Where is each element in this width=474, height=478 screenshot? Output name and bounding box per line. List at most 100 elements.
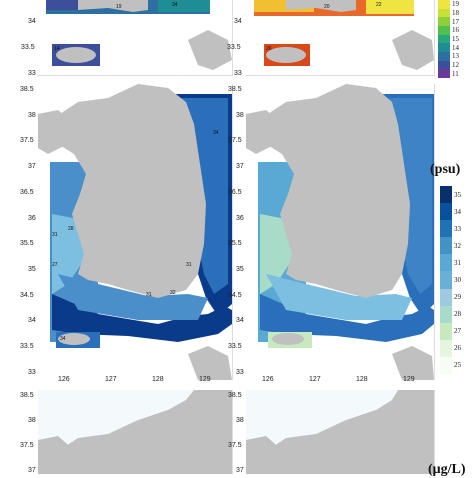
top-colorbar — [438, 0, 450, 78]
top-colorbar-swatch-8 — [438, 69, 450, 78]
top-colorbar-tick-6: 13 — [452, 52, 459, 61]
label-top-right-2: 22 — [376, 2, 382, 8]
top-colorbar-swatch-3 — [438, 26, 450, 35]
mid-left-xtick-1: 127 — [105, 376, 117, 383]
mid-left-xtick-0: 126 — [58, 376, 70, 383]
top-right-panel: 20 22 26 — [246, 0, 435, 76]
mid-left-xtick-2: 128 — [152, 376, 164, 383]
label-top-left-1: 19 — [116, 4, 122, 10]
mid-left-ytick-4: 36.5 — [20, 188, 34, 196]
mid-colorbar-tick-2: 33 — [454, 224, 461, 233]
mid-right-xtick-1: 127 — [309, 376, 321, 383]
bottom-right-map — [246, 390, 434, 474]
label-mid-left-8: 34 — [60, 336, 66, 342]
top-colorbar-ticks: 19 18 17 16 15 14 13 12 11 — [452, 0, 472, 78]
bot-left-ytick-1: 38 — [28, 417, 36, 424]
label-top-right-3: 26 — [266, 46, 272, 52]
mid-right-ytick-11: 33 — [236, 368, 244, 376]
mid-colorbar-swatch-4 — [440, 254, 452, 272]
top-colorbar-swatch-4 — [438, 34, 450, 44]
mid-left-xtick-3: 129 — [199, 376, 211, 383]
mid-left-ytick-2: 37.5 — [20, 137, 34, 145]
mid-right-ytick-6: 35.5 — [228, 240, 242, 248]
mid-left-ytick-7: 35 — [28, 265, 36, 273]
mid-colorbar-tick-6: 29 — [454, 293, 461, 302]
mid-right-ytick-3: 37 — [236, 163, 244, 171]
mid-right-ytick-5: 36 — [236, 214, 244, 222]
mid-colorbar-tick-10: 25 — [454, 361, 461, 370]
middle-left-map: 34 28 31 27 31 32 31 34 — [38, 84, 232, 380]
mid-colorbar-swatch-1 — [440, 203, 452, 221]
top-colorbar-tick-5: 14 — [452, 43, 459, 52]
mid-colorbar-swatch-9 — [440, 339, 452, 357]
bottom-left-map — [38, 390, 232, 474]
top-colorbar-swatch-0 — [438, 0, 450, 9]
ytick-top-right-2: 33 — [234, 70, 242, 77]
label-top-left-2: 34 — [172, 2, 178, 8]
label-mid-left-2: 28 — [68, 226, 74, 232]
top-colorbar-swatch-5 — [438, 43, 450, 52]
mid-colorbar-swatch-3 — [440, 237, 452, 255]
mid-left-ytick-10: 33.5 — [20, 343, 34, 350]
top-colorbar-tick-1: 18 — [452, 9, 459, 17]
psu-unit-label: (psu) — [430, 162, 461, 177]
bot-right-ytick-0: 38.5 — [228, 392, 242, 399]
mid-colorbar-tick-7: 28 — [454, 310, 461, 319]
top-colorbar-tick-2: 17 — [452, 17, 459, 26]
mid-left-ytick-0: 38.5 — [20, 86, 34, 93]
top-colorbar-tick-8: 11 — [452, 69, 459, 78]
bot-right-ytick-2: 37.5 — [228, 442, 242, 449]
bot-right-ytick-1: 38 — [236, 417, 244, 424]
mid-right-ytick-8: 34.5 — [228, 291, 242, 299]
label-mid-left-7: 31 — [186, 262, 192, 268]
top-colorbar-tick-7: 12 — [452, 61, 459, 69]
mid-left-ytick-3: 37 — [28, 163, 36, 171]
bot-left-ytick-2: 37.5 — [20, 442, 34, 449]
top-colorbar-tick-4: 15 — [452, 35, 459, 43]
mid-colorbar-tick-8: 27 — [454, 327, 461, 336]
top-colorbar-tick-0: 19 — [452, 0, 459, 9]
mid-colorbar-tick-3: 32 — [454, 241, 461, 250]
bottom-left-panel — [38, 390, 233, 474]
middle-left-panel: 34 28 31 27 31 32 31 34 — [38, 84, 233, 380]
top-colorbar-swatch-7 — [438, 60, 450, 70]
mid-colorbar-swatch-8 — [440, 322, 452, 340]
top-left-panel: 19 34 14 — [38, 0, 233, 76]
top-colorbar-tick-3: 16 — [452, 26, 459, 35]
mid-left-ytick-8: 34.5 — [20, 291, 34, 299]
bot-left-ytick-0: 38.5 — [20, 392, 34, 399]
label-mid-left-4: 27 — [52, 262, 58, 268]
mid-right-ytick-7: 35 — [236, 265, 244, 273]
mid-right-ytick-4: 36.5 — [228, 188, 242, 196]
mid-colorbar-tick-1: 34 — [454, 207, 461, 216]
mid-right-xtick-3: 129 — [403, 376, 415, 383]
middle-right-map — [246, 84, 434, 380]
middle-right-panel — [246, 84, 435, 380]
mid-colorbar-tick-4: 31 — [454, 258, 461, 267]
middle-colorbar-ticks: 35 34 33 32 31 30 29 28 27 26 25 — [454, 186, 474, 374]
label-mid-left-3: 31 — [52, 232, 58, 238]
mid-left-ytick-9: 34 — [28, 317, 36, 325]
label-top-left-3: 14 — [54, 46, 60, 52]
top-left-map: 19 34 14 — [46, 0, 232, 70]
mid-right-ytick-2: 37.5 — [228, 137, 242, 145]
mid-left-ytick-6: 35.5 — [20, 240, 34, 248]
top-colorbar-swatch-2 — [438, 17, 450, 26]
top-colorbar-swatch-6 — [438, 52, 450, 61]
ugL-unit-label: (μg/L) — [428, 462, 466, 477]
mid-left-ytick-11: 33 — [28, 368, 36, 376]
bot-left-ytick-3: 37 — [28, 467, 36, 474]
mid-colorbar-swatch-5 — [440, 271, 452, 289]
label-mid-left-5: 31 — [146, 292, 152, 298]
ytick-top-left-2: 33 — [28, 70, 36, 77]
bot-right-ytick-3: 37 — [236, 467, 244, 474]
mid-right-ytick-0: 38.5 — [228, 86, 242, 93]
mid-colorbar-swatch-7 — [440, 305, 452, 323]
ytick-top-right-1: 33.5 — [227, 44, 241, 51]
middle-colorbar — [440, 186, 452, 374]
mid-colorbar-tick-0: 35 — [454, 190, 461, 199]
mid-colorbar-swatch-0 — [440, 186, 452, 204]
mid-left-ytick-1: 38 — [28, 111, 36, 119]
mid-right-xtick-0: 126 — [262, 376, 274, 383]
ytick-top-left-1: 33.5 — [21, 44, 35, 51]
